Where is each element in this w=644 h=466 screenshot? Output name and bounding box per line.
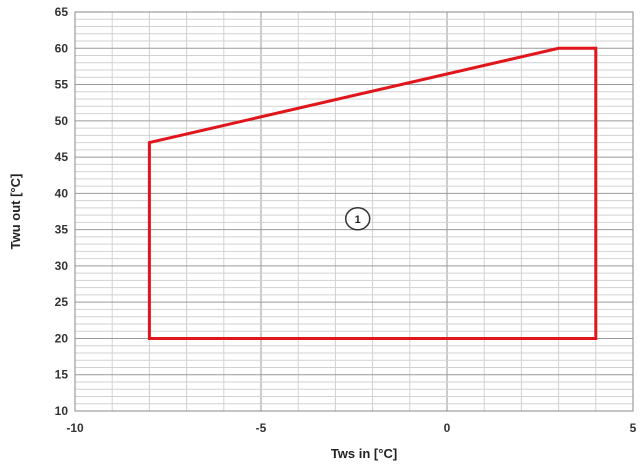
y-tick-label: 40 — [55, 186, 69, 200]
x-tick-label: 0 — [444, 421, 451, 435]
series-layer — [147, 46, 598, 340]
y-tick-label: 50 — [55, 114, 69, 128]
y-tick-label: 10 — [55, 404, 69, 418]
y-axis-title: Twu out [°C] — [8, 174, 23, 250]
x-axis-title: Tws in [°C] — [331, 446, 397, 461]
envelope-line — [147, 46, 598, 340]
x-axis-ticks: -10 -5 0 5 — [66, 421, 636, 435]
annotation-layer: 1 — [344, 207, 371, 231]
y-tick-label: 30 — [55, 259, 69, 273]
zone-marker-circle — [344, 207, 371, 231]
y-tick-label: 55 — [55, 78, 69, 92]
y-tick-label: 25 — [55, 295, 69, 309]
y-axis-ticks: 10 15 20 25 30 35 40 45 50 55 60 65 — [55, 5, 69, 418]
x-tick-label: -10 — [66, 421, 84, 435]
y-tick-label: 65 — [55, 5, 69, 19]
y-tick-label: 60 — [55, 41, 69, 55]
y-tick-label: 20 — [55, 331, 69, 345]
plot-frame — [74, 11, 634, 412]
y-tick-label: 35 — [55, 223, 69, 237]
y-tick-label: 15 — [55, 368, 69, 382]
x-tick-label: -5 — [256, 421, 267, 435]
y-tick-label: 45 — [55, 150, 69, 164]
zone-label: 1 — [355, 214, 361, 226]
grid — [74, 11, 634, 412]
x-tick-label: 5 — [630, 421, 637, 435]
